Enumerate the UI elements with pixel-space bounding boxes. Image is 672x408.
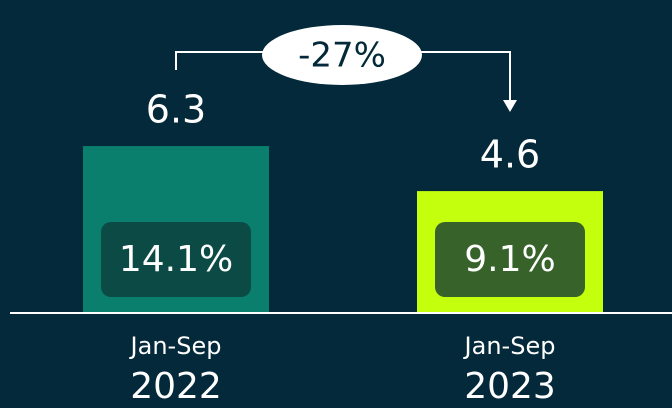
arrow-head bbox=[503, 100, 517, 112]
change-bubble bbox=[262, 25, 422, 85]
share-label: 14.1% bbox=[119, 239, 233, 280]
change-label: -27% bbox=[298, 36, 386, 76]
share-box bbox=[435, 222, 585, 297]
x-tick-label: 2022 bbox=[130, 366, 222, 407]
value-label: 4.6 bbox=[480, 133, 540, 177]
period-label: Jan-Sep bbox=[129, 332, 222, 360]
value-label: 6.3 bbox=[146, 88, 206, 132]
period-label: Jan-Sep bbox=[463, 332, 556, 360]
share-label: 9.1% bbox=[464, 239, 555, 280]
share-box bbox=[101, 222, 251, 297]
x-tick-label: 2023 bbox=[464, 366, 556, 407]
